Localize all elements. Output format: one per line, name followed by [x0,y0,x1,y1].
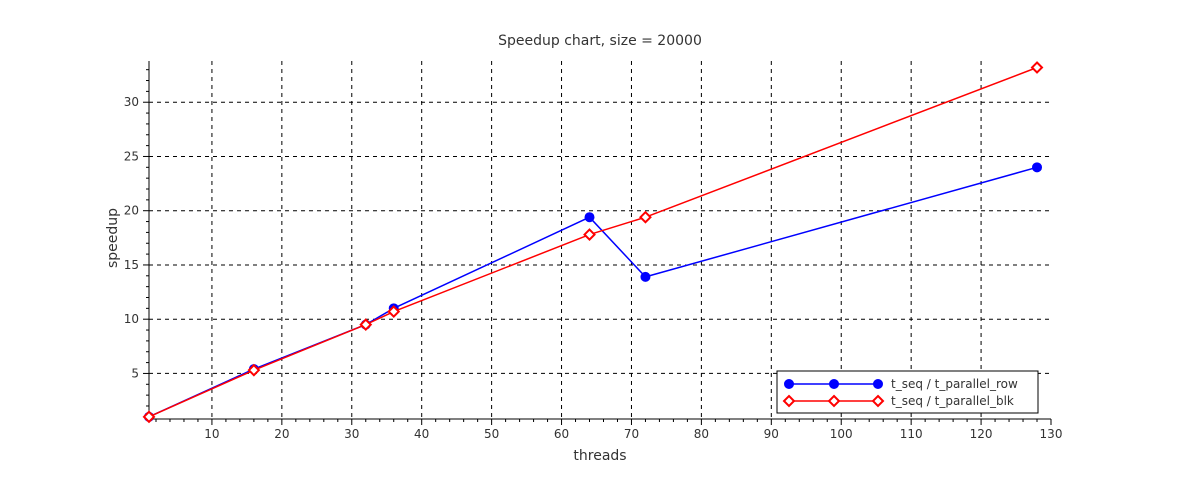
legend-marker [829,379,839,389]
x-tick-label: 80 [694,427,709,441]
y-tick-label: 25 [124,149,139,163]
legend-marker [873,379,883,389]
legend-marker [827,394,841,408]
axes [143,61,1052,425]
legend-marker [871,394,885,408]
y-tick-label: 10 [124,312,139,326]
data-point [247,363,261,377]
legend-entry: t_seq / t_parallel_blk [782,394,1014,408]
y-tick-label: 5 [131,366,139,380]
tick-labels: 10 20 30 40 50 60 70 80 90 100 110 120 130 5 10 15 20 25 3… [124,95,1063,441]
legend-box [776,370,1039,414]
x-axis-title: threads [573,448,626,464]
legend-label: t_seq / t_parallel_blk [891,394,1014,408]
x-tick-label: 130 [1040,427,1063,441]
x-tick-label: 120 [970,427,993,441]
x-tick-label: 90 [764,427,779,441]
data-point [639,210,652,224]
y-axis-title: speedup [105,208,121,268]
y-tick-label: 20 [124,204,139,218]
data-point [1030,61,1044,74]
y-tick-label: 30 [124,95,139,109]
series-blk [142,61,1044,424]
x-tick-label: 10 [204,427,219,441]
x-tick-label: 20 [274,427,289,441]
legend: t_seq / t_parallel_row t_seq / t_parallel… [776,370,1039,414]
chart-title: Speedup chart, size = 20000 [498,33,702,49]
y-tick-label: 15 [124,258,139,272]
legend-label: t_seq / t_parallel_row [891,377,1018,391]
x-tick-label: 110 [900,427,923,441]
data-point [1032,162,1043,173]
data-point [640,271,651,282]
data-point [387,305,401,319]
series [142,61,1044,424]
data-point [359,318,373,332]
x-tick-label: 30 [344,427,359,441]
legend-entry: t_seq / t_parallel_row [784,377,1018,391]
x-tick-label: 100 [830,427,853,441]
data-point [142,410,156,424]
x-tick-label: 70 [624,427,639,441]
data-point [583,228,596,241]
legend-marker [782,394,796,408]
x-tick-label: 40 [414,427,429,441]
grid [149,61,1051,419]
x-tick-label: 60 [554,427,569,441]
legend-marker [784,379,794,389]
data-point [584,212,595,223]
x-tick-label: 50 [484,427,499,441]
